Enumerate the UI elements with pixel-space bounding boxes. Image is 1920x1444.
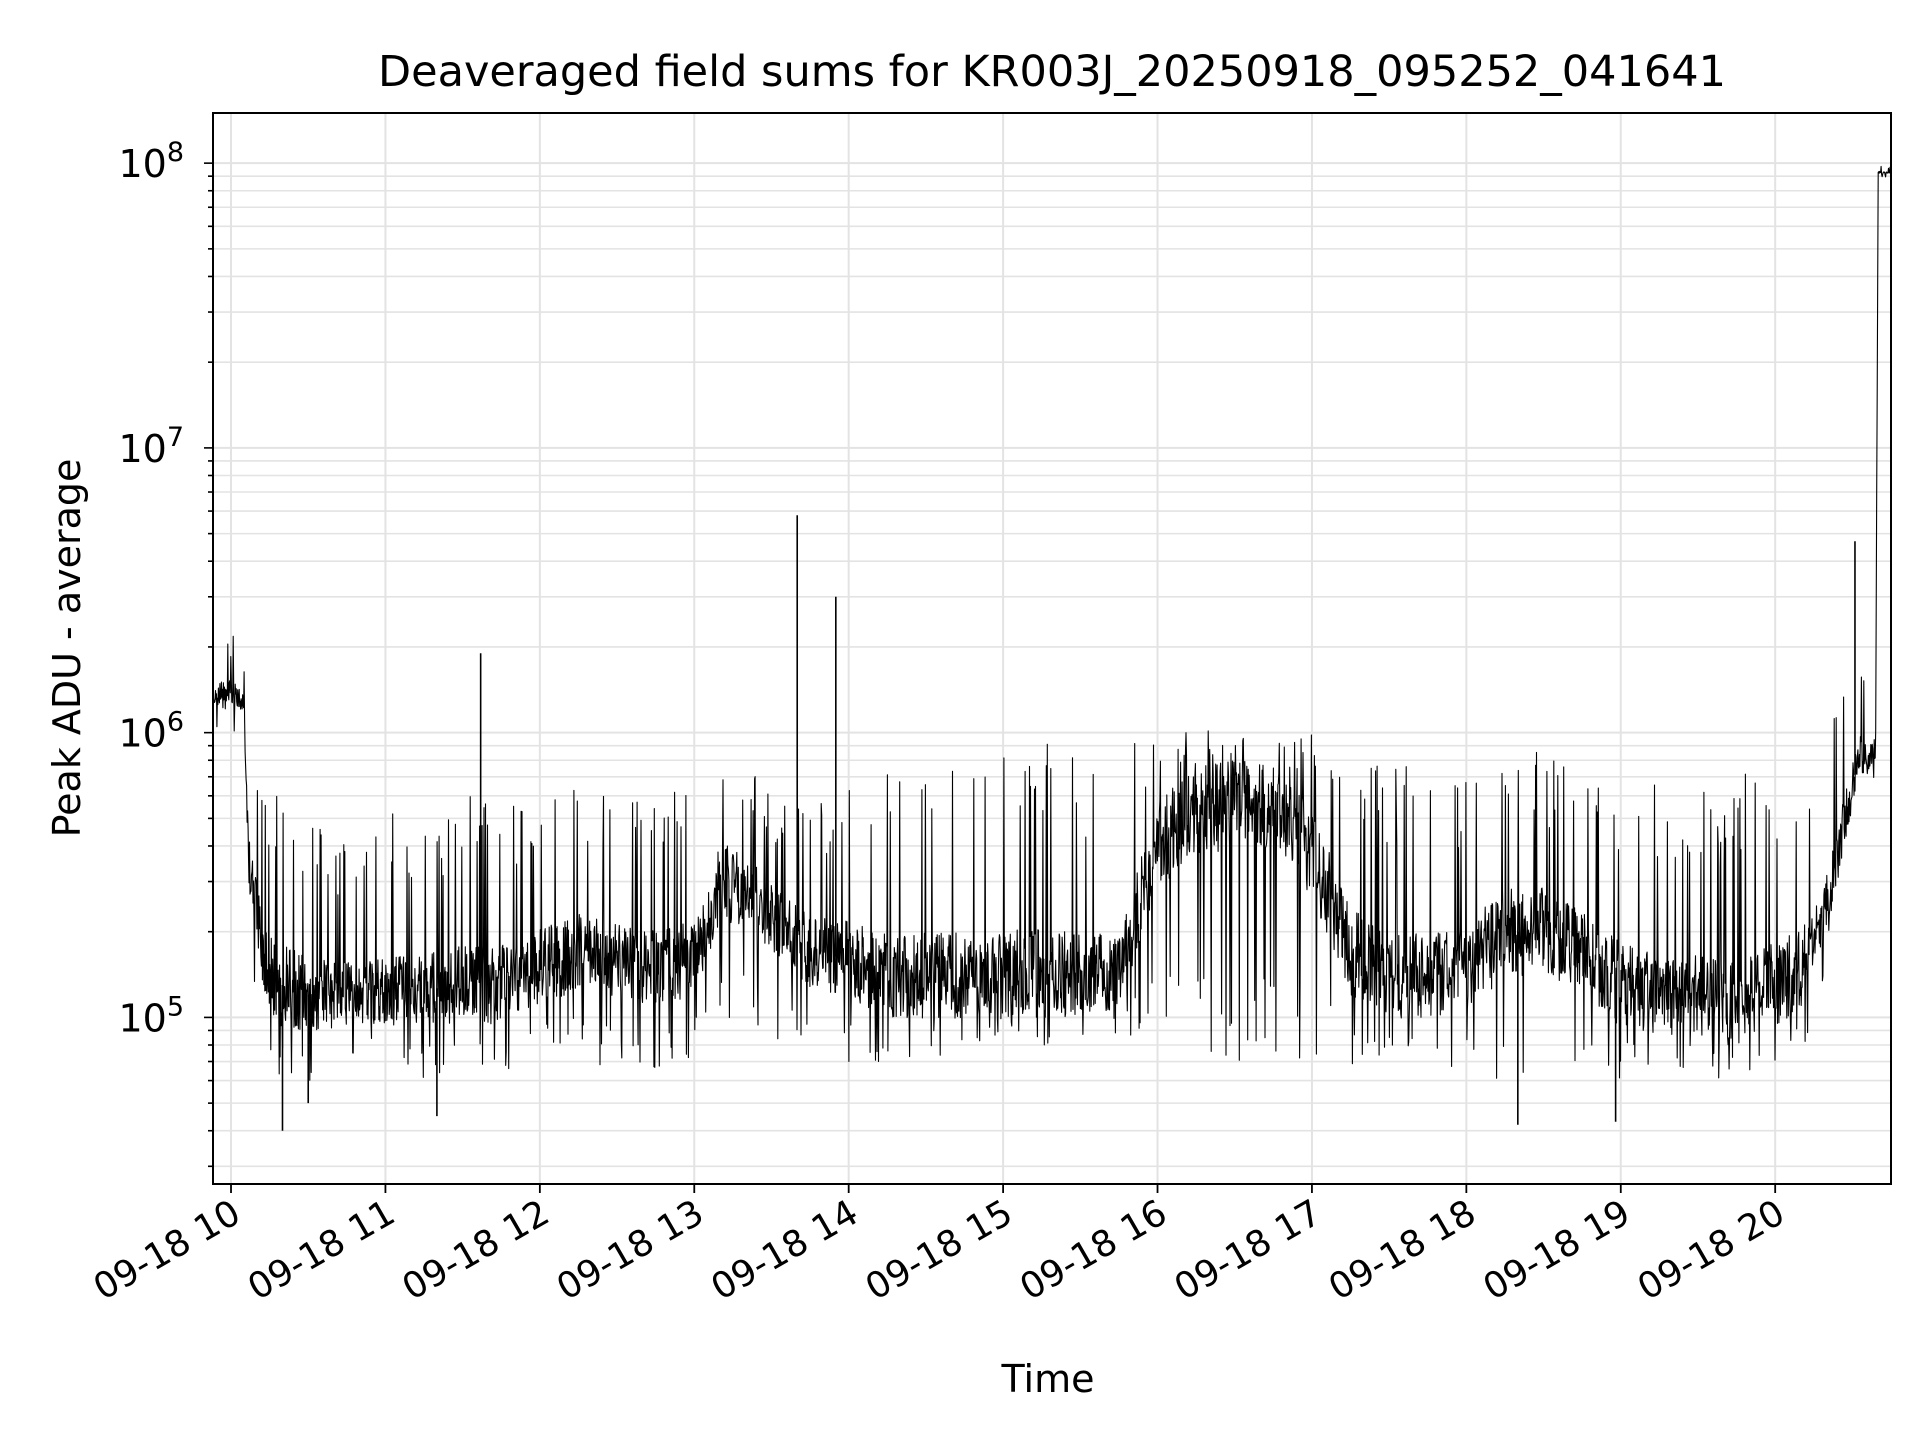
y-axis-label: Peak ADU - average (45, 459, 89, 838)
chart-title: Deaveraged field sums for KR003J_2025091… (378, 47, 1726, 97)
y-tick-label: 105 (118, 991, 184, 1040)
y-tick-label: 108 (118, 137, 184, 186)
plot-frame (212, 112, 1892, 1185)
series-line (212, 165, 1892, 1081)
y-tick-label: 107 (118, 422, 184, 471)
x-axis-label: Time (1001, 1357, 1095, 1401)
y-tick-label: 106 (118, 707, 184, 756)
y-axis: 105 106 107 108 (118, 137, 213, 1168)
